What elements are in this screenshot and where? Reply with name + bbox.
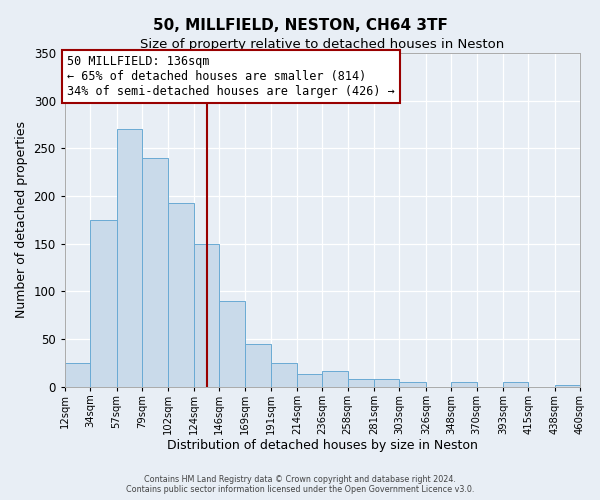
Text: 50 MILLFIELD: 136sqm
← 65% of detached houses are smaller (814)
34% of semi-deta: 50 MILLFIELD: 136sqm ← 65% of detached h… — [67, 55, 395, 98]
Bar — [503, 382, 528, 386]
Text: Contains HM Land Registry data © Crown copyright and database right 2024.
Contai: Contains HM Land Registry data © Crown c… — [126, 474, 474, 494]
Bar — [374, 379, 400, 386]
Title: Size of property relative to detached houses in Neston: Size of property relative to detached ho… — [140, 38, 505, 51]
Bar — [348, 379, 374, 386]
Bar — [245, 344, 271, 386]
Bar — [322, 372, 348, 386]
Bar — [271, 363, 297, 386]
Bar — [297, 374, 322, 386]
Bar — [219, 301, 245, 386]
Bar — [65, 363, 90, 386]
Bar — [400, 382, 426, 386]
Bar — [142, 158, 169, 386]
X-axis label: Distribution of detached houses by size in Neston: Distribution of detached houses by size … — [167, 440, 478, 452]
Bar — [194, 244, 219, 386]
Bar — [116, 130, 142, 386]
Bar — [451, 382, 476, 386]
Y-axis label: Number of detached properties: Number of detached properties — [15, 122, 28, 318]
Bar — [90, 220, 116, 386]
Bar — [169, 202, 194, 386]
Text: 50, MILLFIELD, NESTON, CH64 3TF: 50, MILLFIELD, NESTON, CH64 3TF — [152, 18, 448, 32]
Bar — [555, 384, 580, 386]
